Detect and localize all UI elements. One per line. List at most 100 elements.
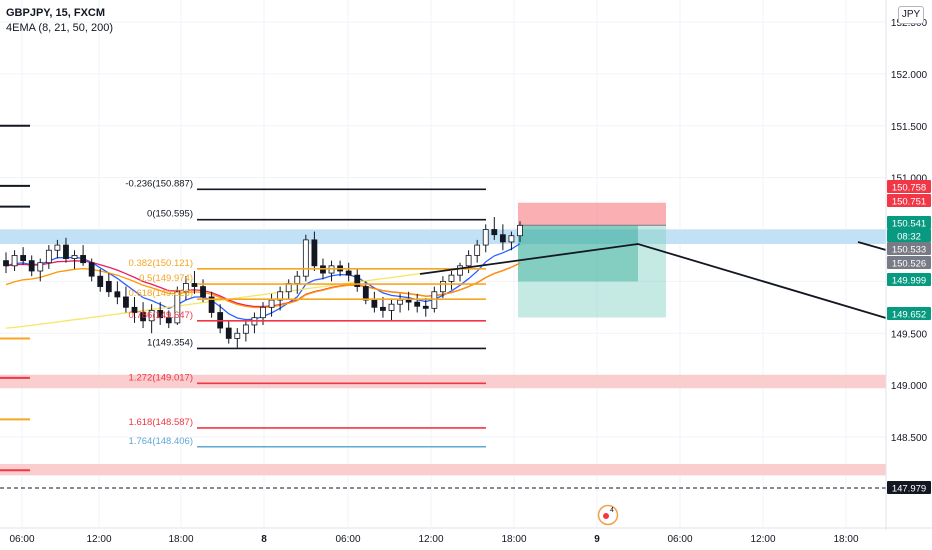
fib-level-label: 0.5(149.974) [139,273,193,284]
candle-body [208,296,215,313]
trend-lines[interactable] [419,241,887,319]
candle-body [517,224,523,237]
candle-body [448,274,455,282]
candle-body [439,280,446,293]
candle-body [20,255,27,262]
candle-body [54,244,61,251]
candle [251,312,258,334]
time-tick-label: 12:00 [750,534,775,545]
candle [439,276,446,298]
candle-body [431,291,438,309]
price-tick-label: 148.500 [891,433,928,444]
candle-body [268,299,275,308]
candle [157,302,164,325]
candle-body [63,244,69,259]
candle-body [405,299,412,303]
time-tick-label: 18:00 [168,534,193,545]
price-badge-label: 149.652 [892,310,926,321]
fib-level-label: -0.236(150.887) [125,178,193,189]
candle [362,281,369,305]
indicator-title[interactable]: 4EMA (8, 21, 50, 200) [6,22,114,34]
candle [311,231,318,271]
candle [191,271,198,294]
price-badge [887,307,931,320]
candle-body [311,239,318,267]
svg-text:4: 4 [610,507,614,514]
candle [71,250,78,269]
time-tick-label: 06:00 [9,534,34,545]
candle-body [234,332,241,339]
price-tick-label: 151.000 [891,174,928,185]
price-tick-label: 151.500 [891,122,928,133]
candle-body [11,255,18,267]
candle [414,293,421,313]
time-tick-label: 8 [261,534,267,545]
price-badge-label: 149.999 [892,276,926,287]
candle [448,271,455,290]
candle-body [140,312,146,322]
candle [457,262,463,282]
candle [397,293,403,313]
price-badge [887,229,931,242]
candle [3,252,9,274]
candle-body [242,324,249,334]
time-axis[interactable]: 06:00 12:00 18:00 8 06:00 12:00 18:00 9 06:00 12:… [0,527,932,545]
candle-body [362,286,369,301]
candle [268,293,275,317]
candle-body [388,303,395,311]
position-progress [518,225,638,282]
candle [354,268,361,292]
candle [140,302,146,329]
candle [182,276,189,301]
candle-body [131,306,138,313]
candle-body [191,283,198,287]
time-tick-label: 06:00 [667,534,692,545]
fib-level-label: 1(149.354) [147,337,193,348]
candle [148,304,155,334]
candle [482,224,489,253]
candle [20,247,27,265]
candle [474,239,481,263]
candle [165,310,172,329]
candle [105,273,112,297]
fibonacci-extension[interactable]: -0.236(150.887) 0(150.595) 0.382(150.121) 0… [125,178,486,448]
fib-level-label: 0.382(150.121) [129,258,193,269]
candle-body [123,296,129,308]
candle [208,291,215,318]
candle [285,279,292,301]
tradingview-event-icon[interactable]: 4 [597,504,619,526]
candle [465,250,472,274]
price-badge [887,194,931,207]
time-tick-label: 9 [594,534,600,545]
currency-label[interactable]: JPY [898,6,924,24]
candle [380,296,386,318]
candle [517,221,523,242]
candle-body [88,262,95,277]
candle-body [354,274,361,287]
candle-body [80,255,86,264]
candle-body [294,275,301,284]
short-position-tool[interactable] [518,202,666,318]
candle [97,268,104,292]
trend-line [419,243,887,319]
candle-body [165,317,172,324]
symbol-title[interactable]: GBPJPY, 15, FXCM [6,7,106,19]
left-level-markers [0,124,30,472]
candle-body [465,255,472,267]
candle [114,281,121,305]
candle [225,320,232,344]
highlight-zones [0,229,886,476]
candle-body [302,239,309,277]
price-badge-label: 150.758 [892,183,926,194]
candle [63,237,69,263]
price-badge-label: 150.541 [892,219,926,230]
candle [508,231,515,251]
candle-body [37,262,44,272]
candle [45,245,52,269]
candle-body [105,280,112,293]
candle-body [422,305,429,309]
candle [54,239,61,259]
candle-body [474,244,481,256]
candle-body [200,286,206,298]
